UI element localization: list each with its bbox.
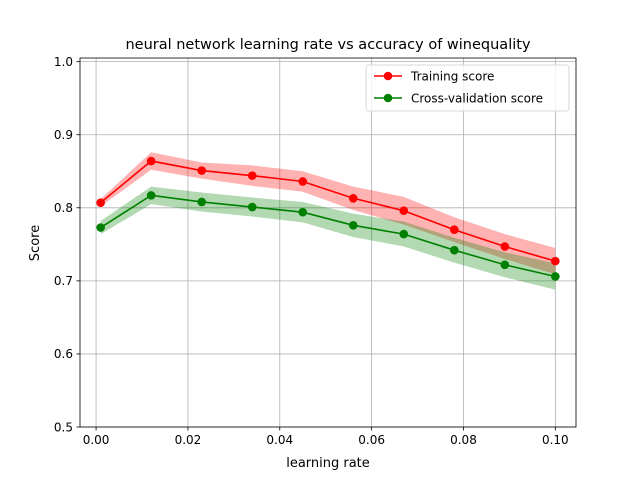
legend-training-marker — [383, 71, 393, 81]
cv-score-point — [197, 197, 207, 207]
y-tick-label: 0.6 — [54, 347, 73, 361]
y-tick-label: 0.5 — [54, 420, 73, 434]
y-tick-label: 0.7 — [54, 274, 73, 288]
training-score-point — [551, 256, 560, 266]
cv-score-line — [100, 194, 556, 278]
x-tick-label: 0.04 — [266, 433, 293, 447]
legend-cv-marker — [383, 93, 393, 103]
training-score-line — [100, 160, 556, 262]
x-tick-label: 0.06 — [358, 433, 385, 447]
legend-cv-label: Cross-validation score — [411, 92, 543, 106]
cv-score-point — [247, 202, 257, 212]
legend: Training score Cross-validation score — [365, 64, 570, 112]
chart-title: neural network learning rate vs accuracy… — [125, 37, 530, 53]
axis-ticks: 0.00 0.02 0.04 0.06 0.08 0.10 0.5 0.6 0.7 0.8 0.9 1… — [54, 55, 569, 447]
series-lines — [100, 160, 556, 278]
cv-score-point — [146, 191, 156, 200]
x-tick-label: 0.02 — [175, 433, 202, 447]
x-tick-label: 0.08 — [450, 433, 477, 447]
x-tick-label: 0.00 — [83, 433, 110, 447]
legend-box — [365, 64, 570, 112]
cv-score-point — [500, 260, 510, 270]
y-axis-label: Score — [28, 225, 43, 261]
training-score-point — [399, 206, 409, 216]
cv-score-point — [348, 221, 358, 230]
series-markers — [96, 156, 560, 281]
x-axis-label: learning rate — [286, 456, 370, 471]
y-tick-label: 0.8 — [54, 201, 73, 215]
x-tick-label: 0.10 — [542, 433, 569, 447]
training-score-point — [247, 171, 257, 180]
training-score-point — [348, 193, 358, 203]
training-score-point — [197, 166, 207, 175]
y-tick-label: 1.0 — [54, 55, 73, 69]
cv-score-point — [399, 229, 409, 239]
training-score-point — [500, 242, 510, 251]
cv-score-point — [96, 223, 105, 232]
legend-training-label: Training score — [410, 70, 494, 84]
grid — [80, 58, 576, 428]
training-score-point — [449, 225, 459, 235]
training-score-point — [146, 156, 156, 166]
cv-score-point — [449, 245, 459, 255]
cv-score-point — [551, 272, 560, 281]
plot-frame — [79, 57, 577, 428]
cv-score-point — [298, 207, 308, 217]
cv-score-band — [100, 186, 556, 290]
training-score-point — [298, 177, 308, 186]
y-tick-label: 0.9 — [54, 128, 73, 142]
training-score-point — [96, 198, 105, 207]
